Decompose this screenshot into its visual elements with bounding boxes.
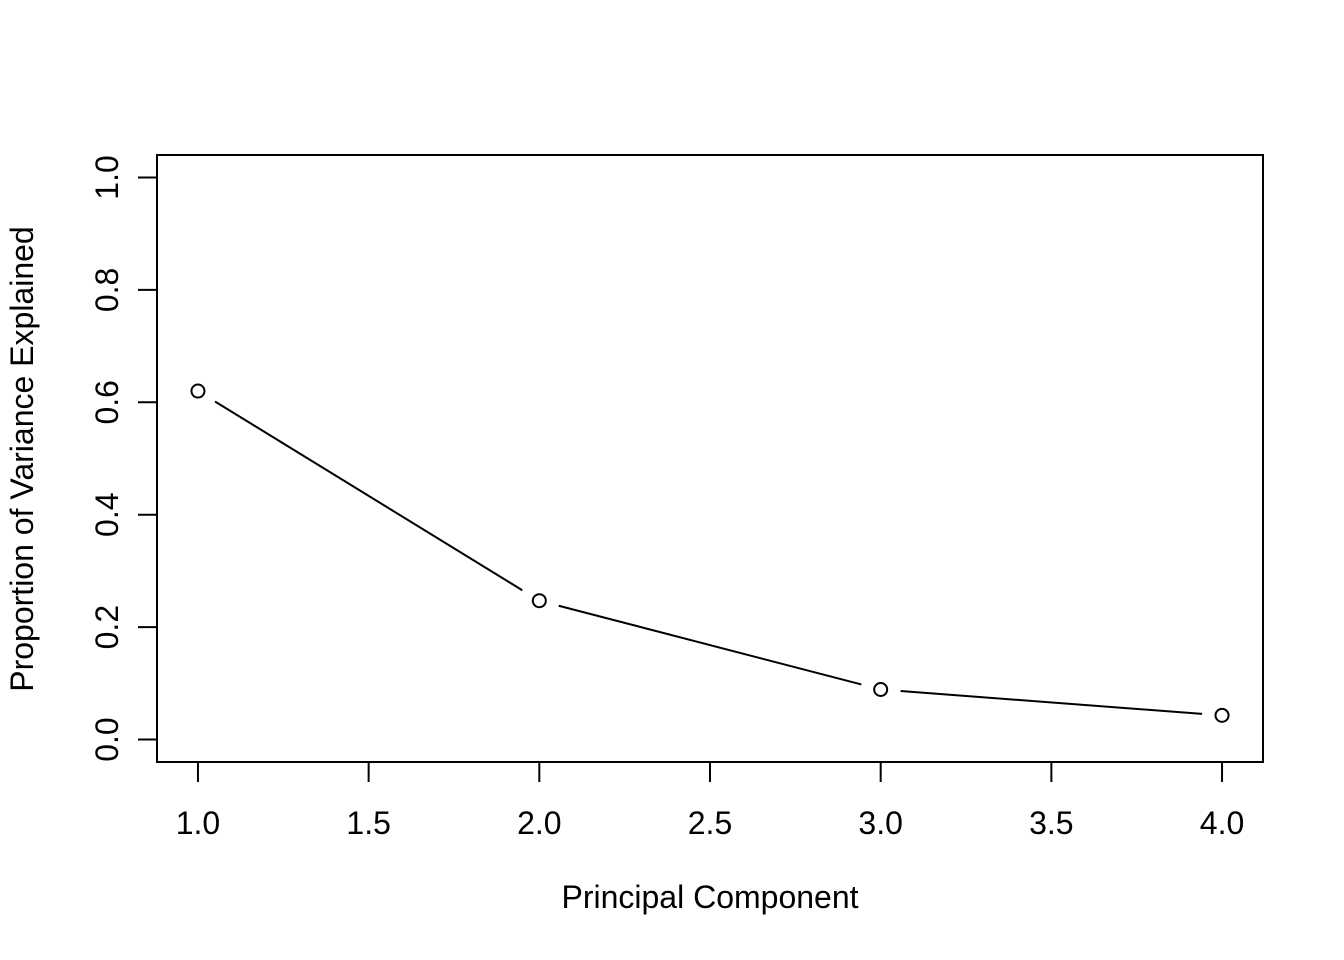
y-tick-label: 0.2 [89,605,125,649]
x-tick-label: 3.0 [858,805,902,841]
plot-box [156,154,1264,763]
y-tick-label: 1.0 [89,155,125,199]
x-axis-title: Principal Component [561,879,858,915]
series-line-segment [900,690,1203,715]
data-point-marker [531,593,547,609]
series-line-segment [558,604,862,686]
x-tick-label: 3.5 [1029,805,1073,841]
y-tick-label: 0.0 [89,717,125,761]
data-point-marker [190,383,206,399]
x-tick-label: 4.0 [1200,805,1244,841]
x-tick-label: 1.5 [346,805,390,841]
data-point-marker [1214,707,1230,723]
x-tick-label: 1.0 [176,805,220,841]
x-tick-label: 2.5 [688,805,732,841]
series-line-segment [214,400,523,592]
y-tick-label: 0.4 [89,492,125,536]
data-point-marker [873,681,889,697]
plot-generated-content: 1.0 1.5 2.0 2.5 3.0 3.5 4.0 0.0 0.2 0.4 0.6 0.8 1.0 [89,154,1264,841]
y-tick-label: 0.6 [89,380,125,424]
y-tick-label: 0.8 [89,268,125,312]
x-tick-label: 2.0 [517,805,561,841]
y-axis-title: Proportion of Variance Explained [4,226,40,691]
